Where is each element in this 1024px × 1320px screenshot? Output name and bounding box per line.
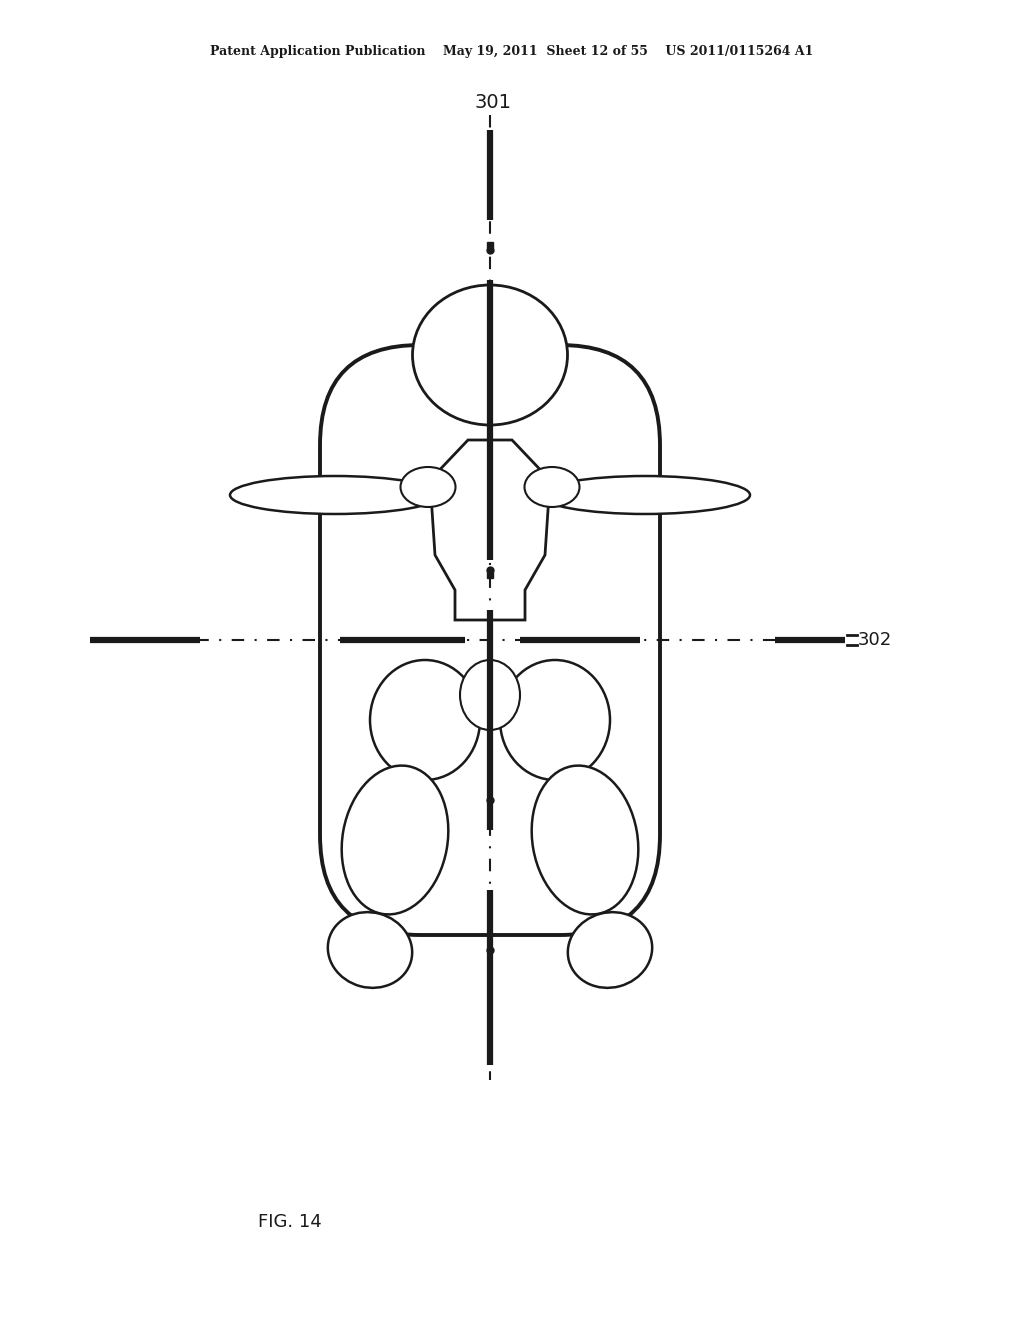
Ellipse shape — [342, 766, 449, 915]
Ellipse shape — [370, 660, 480, 780]
Ellipse shape — [460, 660, 520, 730]
Ellipse shape — [413, 285, 567, 425]
Ellipse shape — [531, 766, 638, 915]
Ellipse shape — [230, 477, 440, 513]
Ellipse shape — [524, 467, 580, 507]
Ellipse shape — [540, 477, 750, 513]
Text: 301: 301 — [474, 94, 512, 112]
FancyBboxPatch shape — [319, 345, 660, 935]
Text: Patent Application Publication    May 19, 2011  Sheet 12 of 55    US 2011/011526: Patent Application Publication May 19, 2… — [210, 45, 814, 58]
Polygon shape — [430, 440, 550, 620]
Text: FIG. 14: FIG. 14 — [258, 1213, 322, 1232]
Ellipse shape — [400, 467, 456, 507]
Ellipse shape — [500, 660, 610, 780]
Ellipse shape — [568, 912, 652, 987]
Ellipse shape — [328, 912, 413, 987]
Text: 302: 302 — [858, 631, 892, 649]
